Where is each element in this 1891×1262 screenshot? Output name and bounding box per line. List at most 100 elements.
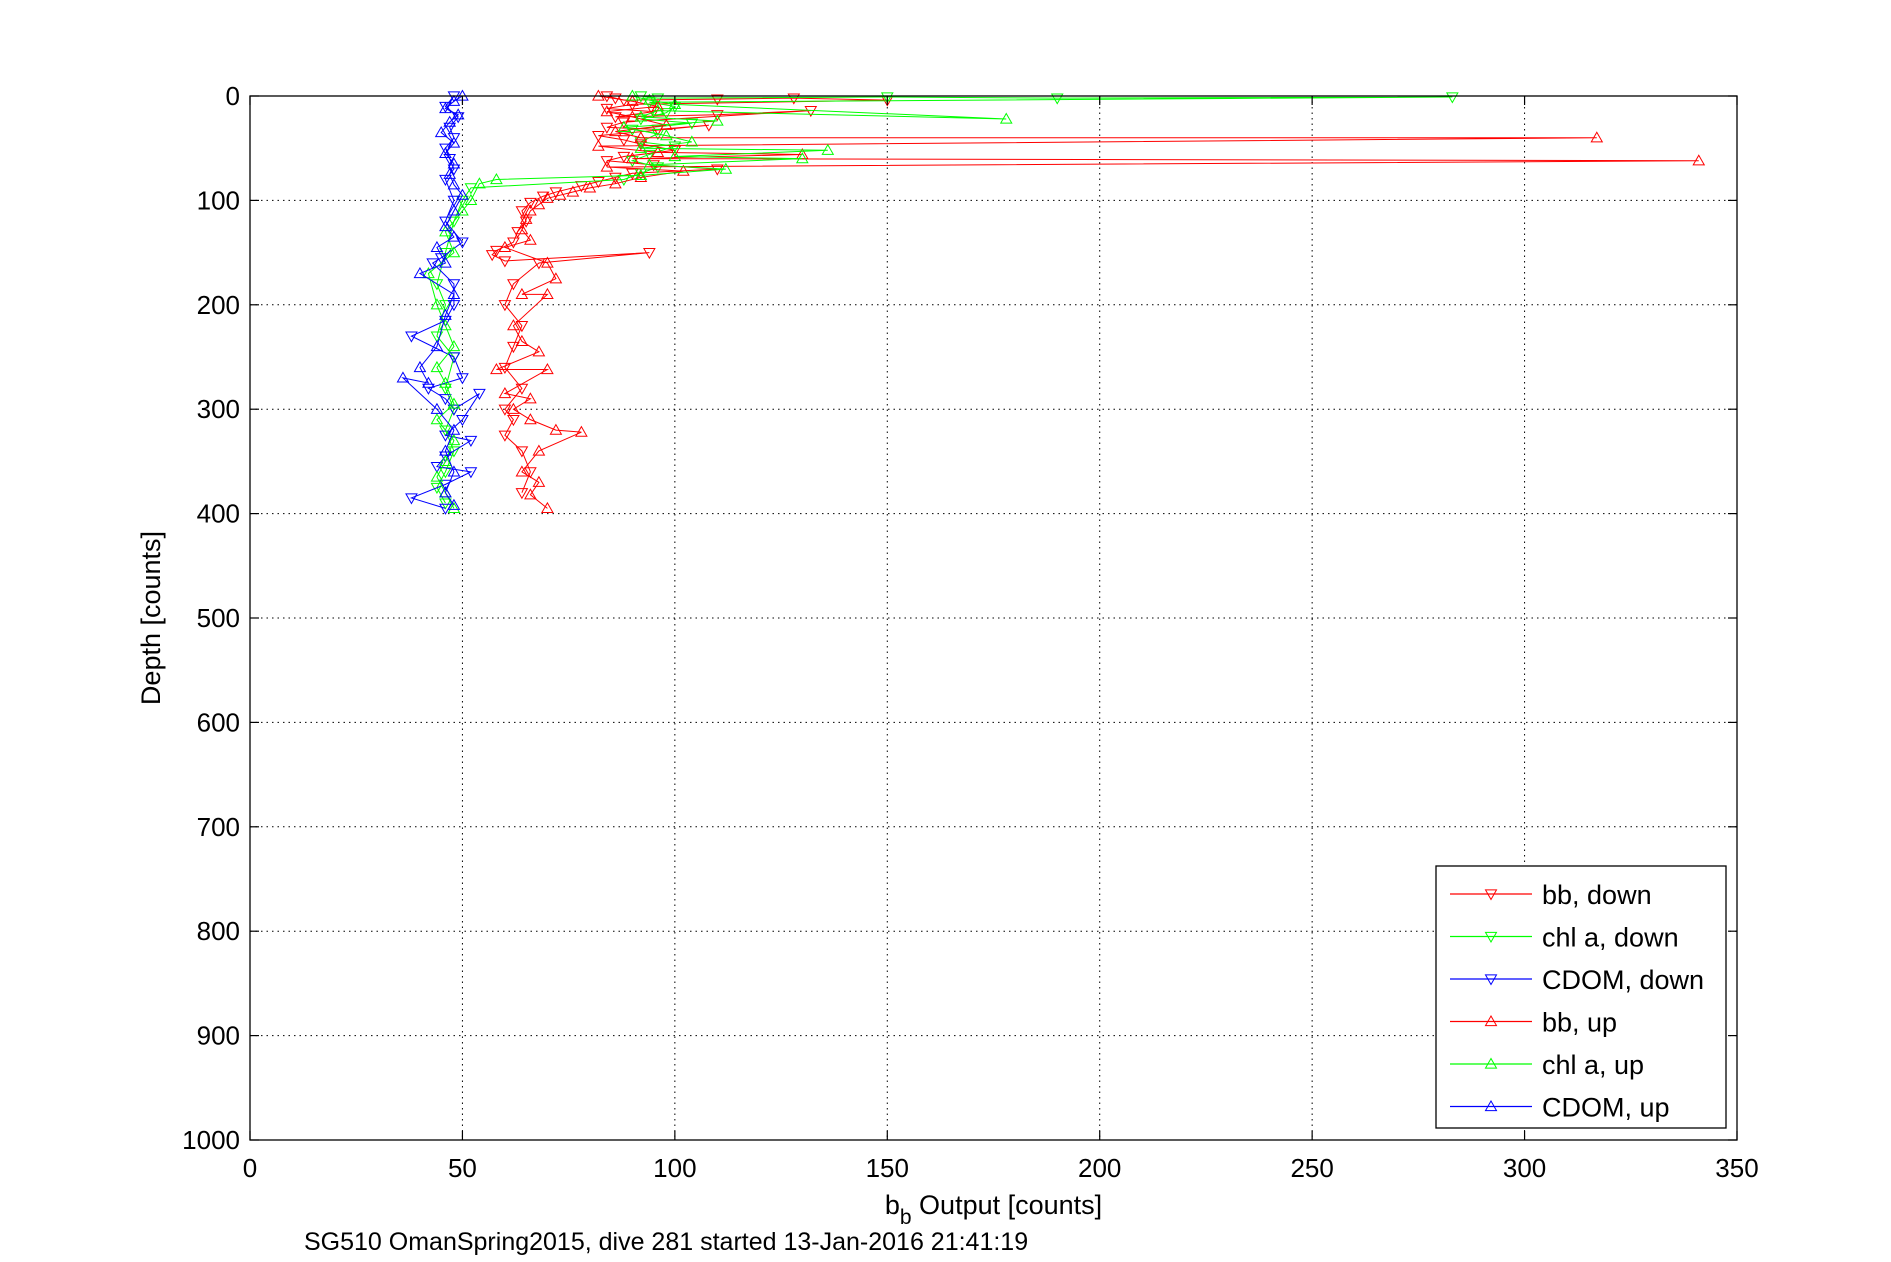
data-point: [447, 178, 461, 190]
data-point: [600, 156, 614, 168]
data-point: [515, 488, 529, 500]
data-point: [524, 467, 537, 479]
data-point: [439, 394, 452, 406]
data-point: [439, 143, 452, 155]
data-point: [447, 465, 461, 477]
data-point: [702, 120, 716, 132]
data-point: [685, 135, 699, 147]
data-point: [464, 183, 478, 195]
data-point: [515, 465, 529, 477]
legend-label: chl a, down: [1542, 923, 1679, 953]
y-tick-label: 300: [197, 394, 240, 424]
y-tick-label: 400: [197, 499, 240, 529]
data-point: [541, 501, 554, 514]
y-tick-label: 100: [197, 185, 240, 215]
legend-marker: [1484, 974, 1498, 986]
legend-item: chl a, up: [1450, 1050, 1644, 1080]
data-point: [485, 250, 499, 262]
data-point: [447, 423, 461, 435]
data-point: [456, 373, 469, 385]
data-point: [668, 141, 682, 153]
data-point: [804, 105, 818, 118]
data-point: [426, 258, 440, 270]
x-axis-label-rest: Output [counts]: [912, 1190, 1103, 1220]
data-point: [464, 467, 478, 479]
data-point: [447, 157, 461, 169]
data-point: [447, 340, 461, 352]
data-point: [515, 446, 529, 458]
data-point: [553, 188, 567, 200]
data-point: [447, 300, 461, 312]
legend-marker: [1484, 1057, 1498, 1069]
data-point: [430, 298, 444, 310]
legend-item: CDOM, up: [1450, 1093, 1670, 1123]
y-tick-label: 1000: [182, 1125, 240, 1155]
data-point: [549, 272, 563, 284]
data-point: [447, 352, 461, 364]
data-point: [617, 151, 631, 164]
data-point: [643, 93, 656, 105]
data-point: [447, 287, 461, 299]
y-axis-label: Depth [counts]: [136, 531, 166, 705]
data-point: [498, 256, 512, 268]
y-tick-label: 600: [197, 707, 240, 737]
data-point: [532, 475, 546, 487]
data-point: [507, 415, 520, 427]
data-point: [430, 279, 444, 291]
data-point: [634, 110, 648, 122]
data-point: [498, 240, 512, 253]
data-point: [710, 114, 724, 126]
data-point: [447, 230, 461, 242]
data-point: [787, 93, 801, 105]
y-tick-label: 500: [197, 603, 240, 633]
data-point: [880, 92, 894, 104]
data-point: [498, 387, 512, 399]
data-point: [430, 461, 444, 474]
data-point: [447, 498, 461, 510]
data-point: [447, 94, 461, 106]
data-point: [626, 89, 639, 101]
legend-label: CDOM, down: [1542, 965, 1704, 995]
data-point: [507, 237, 520, 249]
data-point: [447, 204, 461, 216]
series-3: [490, 89, 1706, 514]
legend-item: bb, down: [1450, 880, 1652, 910]
data-point: [430, 240, 444, 253]
data-point: [430, 470, 444, 482]
data-point: [532, 444, 546, 456]
data-point: [430, 402, 444, 414]
data-point: [541, 256, 554, 268]
data-point: [439, 102, 452, 114]
data-point: [515, 321, 529, 333]
data-point: [447, 397, 461, 409]
data-point: [447, 246, 461, 258]
data-point: [498, 300, 512, 312]
series-line: [436, 95, 1453, 504]
data-point: [507, 341, 520, 354]
data-point: [821, 143, 835, 155]
legend-marker: [1484, 931, 1498, 944]
data-point: [999, 112, 1013, 124]
data-point: [626, 168, 639, 180]
series-line: [427, 95, 1007, 509]
data-point: [634, 91, 648, 103]
data-point: [651, 145, 665, 158]
y-tick-label: 900: [197, 1021, 240, 1051]
legend: bb, down chl a, down CDOM, down bb, up chl a…: [1435, 865, 1727, 1129]
data-point: [643, 247, 656, 260]
x-tick-label: 0: [243, 1153, 257, 1183]
data-point: [600, 122, 614, 134]
data-point: [600, 103, 614, 116]
grid-lines: [250, 96, 1737, 1140]
data-point: [507, 319, 520, 331]
data-point: [668, 150, 682, 162]
data-point: [1692, 154, 1706, 166]
data-point: [447, 279, 461, 291]
data-point: [434, 126, 448, 138]
data-point: [439, 376, 452, 388]
data-point: [1050, 93, 1064, 105]
data-point: [439, 454, 452, 467]
x-tick-label: 50: [448, 1153, 477, 1183]
data-point: [600, 105, 614, 117]
